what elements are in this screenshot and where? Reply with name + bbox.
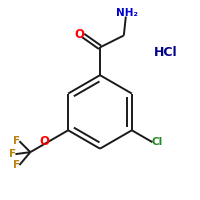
Text: NH₂: NH₂ bbox=[116, 8, 138, 18]
Text: HCl: HCl bbox=[154, 46, 177, 59]
Text: F: F bbox=[13, 136, 20, 146]
Text: F: F bbox=[9, 149, 16, 159]
Text: O: O bbox=[39, 135, 49, 148]
Text: Cl: Cl bbox=[151, 137, 162, 147]
Text: O: O bbox=[75, 28, 85, 41]
Text: F: F bbox=[13, 160, 20, 170]
